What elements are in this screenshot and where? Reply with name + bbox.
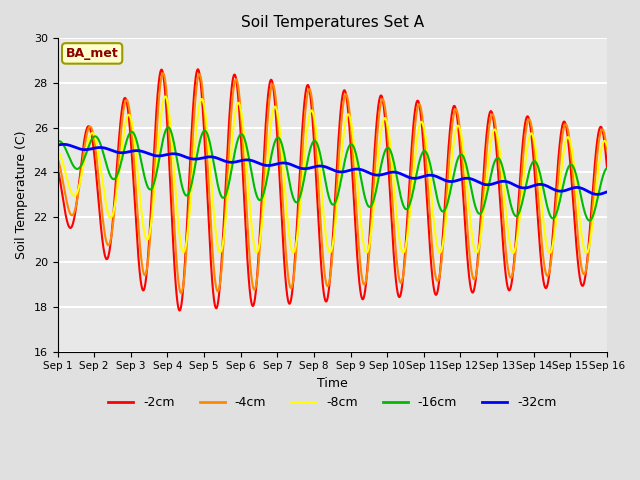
-16cm: [425, 156, 433, 162]
-16cm: [456, 153, 463, 158]
-4cm: [456, 123, 463, 129]
-2cm: [603, 158, 611, 164]
-8cm: [161, 94, 169, 99]
-8cm: [425, 166, 433, 172]
-2cm: [425, 232, 433, 238]
-4cm: [487, 115, 495, 121]
-16cm: [603, 165, 611, 171]
-32cm: [603, 189, 611, 195]
-8cm: [152, 167, 160, 172]
-4cm: [54, 155, 61, 161]
-16cm: [164, 124, 172, 130]
-16cm: [54, 138, 61, 144]
-32cm: [312, 164, 319, 169]
-8cm: [486, 142, 494, 147]
-32cm: [54, 142, 61, 148]
-8cm: [603, 143, 611, 148]
-8cm: [582, 250, 590, 256]
Line: -16cm: -16cm: [58, 127, 607, 221]
-16cm: [603, 166, 611, 171]
X-axis label: Time: Time: [317, 377, 348, 390]
-2cm: [176, 308, 184, 313]
Line: -32cm: -32cm: [58, 144, 607, 194]
-32cm: [593, 192, 601, 197]
-16cm: [152, 171, 160, 177]
Text: BA_met: BA_met: [66, 47, 118, 60]
-4cm: [312, 143, 320, 149]
-32cm: [486, 181, 494, 187]
-4cm: [152, 134, 160, 140]
Legend: -2cm, -4cm, -8cm, -16cm, -32cm: -2cm, -4cm, -8cm, -16cm, -32cm: [103, 391, 561, 414]
-8cm: [456, 124, 463, 130]
-16cm: [586, 218, 593, 224]
-2cm: [456, 138, 463, 144]
-4cm: [603, 148, 611, 154]
-8cm: [54, 148, 61, 154]
-2cm: [312, 171, 320, 177]
-4cm: [603, 144, 611, 150]
Line: -2cm: -2cm: [58, 69, 607, 311]
-4cm: [177, 290, 185, 296]
-2cm: [54, 164, 61, 170]
Title: Soil Temperatures Set A: Soil Temperatures Set A: [241, 15, 424, 30]
-8cm: [312, 125, 319, 131]
-32cm: [456, 177, 463, 182]
-16cm: [312, 139, 319, 144]
Y-axis label: Soil Temperature (C): Soil Temperature (C): [15, 131, 28, 259]
-2cm: [603, 164, 611, 170]
-32cm: [152, 153, 160, 159]
-16cm: [486, 174, 494, 180]
-2cm: [487, 108, 495, 114]
-4cm: [425, 202, 433, 207]
-32cm: [60, 142, 67, 147]
-32cm: [603, 189, 611, 195]
-2cm: [152, 111, 160, 117]
-4cm: [159, 70, 167, 76]
Line: -4cm: -4cm: [58, 73, 607, 293]
-32cm: [425, 172, 433, 178]
-8cm: [603, 141, 611, 146]
Line: -8cm: -8cm: [58, 96, 607, 253]
-2cm: [194, 66, 202, 72]
